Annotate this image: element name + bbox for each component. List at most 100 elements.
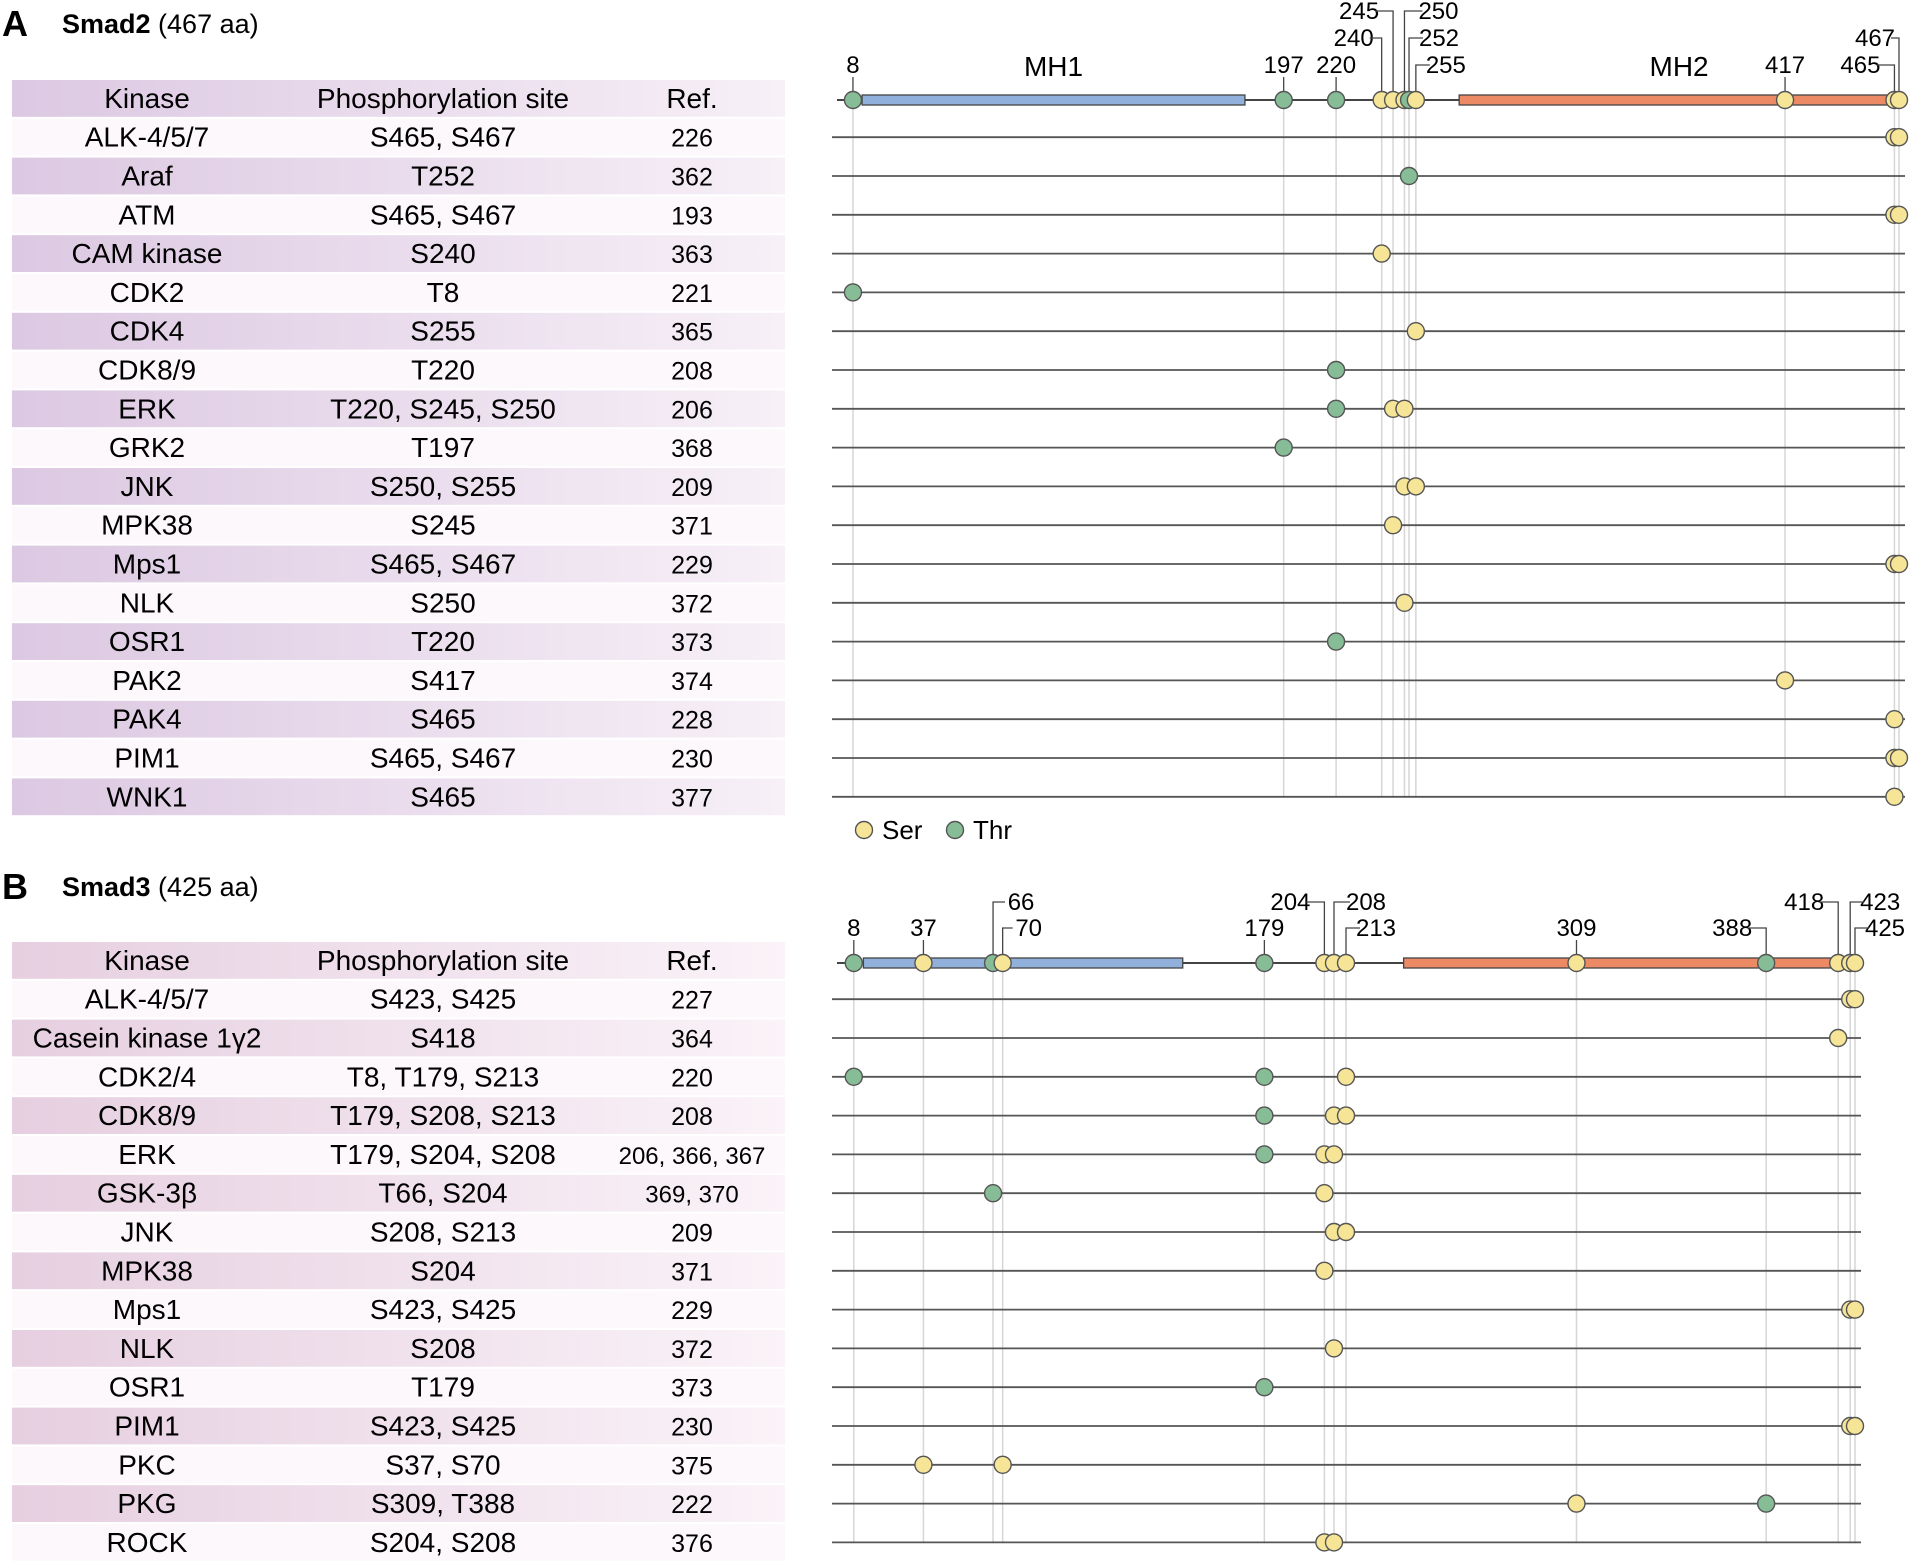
ref-cell: 368 bbox=[671, 435, 713, 463]
site-cell: S255 bbox=[410, 316, 475, 347]
mh2-domain-label: MH2 bbox=[1650, 51, 1709, 82]
kinase-cell: PIM1 bbox=[114, 1411, 179, 1442]
site-cell: S423, S425 bbox=[370, 984, 516, 1015]
table-row-bg bbox=[12, 1485, 785, 1522]
site-cell: S465 bbox=[410, 781, 475, 812]
ref-cell: 373 bbox=[671, 629, 713, 657]
site-leader bbox=[1375, 10, 1394, 91]
site-leader bbox=[1345, 927, 1360, 954]
table-row-bg bbox=[12, 739, 785, 777]
kinase-cell: ROCK bbox=[107, 1527, 188, 1558]
kinase-cell: CDK8/9 bbox=[98, 1100, 196, 1131]
legend-thr-swatch bbox=[945, 820, 965, 840]
site-cell: S250 bbox=[410, 587, 475, 618]
site-label: 70 bbox=[1015, 915, 1042, 942]
thr-site-dot bbox=[1326, 360, 1346, 380]
site-leader bbox=[1403, 10, 1423, 91]
legend-thr-label: Thr bbox=[973, 815, 1012, 845]
protein-name: Smad2 bbox=[62, 9, 151, 39]
table-row-bg bbox=[12, 312, 785, 350]
kinase-cell: JNK bbox=[121, 1217, 174, 1248]
kinase-cell: MPK38 bbox=[101, 1255, 193, 1286]
table-row-bg bbox=[12, 545, 785, 583]
ser-site-dot bbox=[1315, 1183, 1334, 1203]
ser-site-dot bbox=[1324, 1533, 1344, 1552]
table-row-bg bbox=[12, 196, 785, 234]
kinase-cell: JNK bbox=[121, 471, 174, 502]
ser-site-dot bbox=[1567, 1494, 1586, 1513]
site-cell: S417 bbox=[410, 665, 475, 696]
header-phosphorylation-site: Phosphorylation site bbox=[317, 945, 569, 976]
ser-site-dot bbox=[1885, 710, 1904, 729]
ref-cell: 209 bbox=[671, 474, 713, 502]
table-row-bg bbox=[12, 1524, 785, 1561]
ref-cell: 193 bbox=[671, 202, 713, 230]
site-label: 255 bbox=[1426, 52, 1466, 79]
ser-site-mark bbox=[1775, 90, 1795, 110]
ser-site-dot bbox=[914, 1455, 933, 1475]
site-label: 417 bbox=[1765, 52, 1805, 79]
table-row-bg bbox=[12, 274, 785, 311]
ref-cell: 220 bbox=[671, 1064, 713, 1092]
table-row-bg bbox=[12, 157, 785, 195]
panel-b: B Smad3 (425 aa) Kinase Phosphorylation sit… bbox=[2, 866, 1905, 1561]
kinase-cell: CDK2/4 bbox=[98, 1061, 196, 1092]
thr-site-mark bbox=[843, 90, 863, 110]
ref-cell: 227 bbox=[671, 987, 713, 1015]
table-row-bg bbox=[12, 1097, 785, 1134]
ref-cell: 363 bbox=[671, 241, 713, 269]
ser-site-dot bbox=[1336, 1222, 1356, 1242]
panel-title: Smad3 (425 aa) bbox=[62, 872, 259, 902]
kinase-cell: PKC bbox=[118, 1449, 176, 1480]
ref-cell: 374 bbox=[671, 668, 713, 696]
kinase-cell: ERK bbox=[118, 393, 176, 424]
site-cell: S309, T388 bbox=[371, 1488, 515, 1519]
ser-site-dot bbox=[1845, 1416, 1865, 1436]
site-label: 220 bbox=[1316, 52, 1356, 79]
kinase-cell: Araf bbox=[121, 161, 173, 192]
kinase-cell: CAM kinase bbox=[72, 238, 223, 269]
table-row-bg bbox=[12, 351, 785, 389]
table-row-bg bbox=[12, 1407, 785, 1445]
ref-cell: 208 bbox=[671, 1103, 713, 1131]
site-label: 208 bbox=[1346, 889, 1386, 916]
thr-site-dot bbox=[1255, 1067, 1274, 1087]
site-label: 197 bbox=[1264, 52, 1304, 79]
site-cell: T220 bbox=[411, 355, 475, 386]
table-row-bg bbox=[12, 1330, 785, 1367]
ref-cell: 209 bbox=[671, 1220, 713, 1248]
ser-site-dot bbox=[1775, 671, 1795, 690]
header-phosphorylation-site: Phosphorylation site bbox=[317, 83, 569, 114]
kinase-cell: Casein kinase 1γ2 bbox=[33, 1023, 262, 1054]
site-label: 37 bbox=[910, 915, 937, 942]
panel-letter: B bbox=[2, 866, 28, 907]
mh2-domain bbox=[1402, 957, 1851, 969]
ser-site-mark bbox=[1336, 953, 1356, 973]
kinase-cell: ALK-4/5/7 bbox=[85, 122, 210, 153]
ser-site-dot bbox=[1885, 787, 1904, 806]
site-cell: T179, S208, S213 bbox=[330, 1100, 556, 1131]
ref-cell: 372 bbox=[671, 590, 713, 618]
site-label: 465 bbox=[1840, 52, 1880, 79]
table-row-bg bbox=[12, 1446, 785, 1484]
thr-site-dot bbox=[1326, 632, 1346, 651]
ref-cell: 375 bbox=[671, 1452, 713, 1480]
panel-letter: A bbox=[2, 3, 28, 44]
kinase-cell: ATM bbox=[118, 199, 175, 230]
kinase-cell: OSR1 bbox=[109, 1372, 185, 1403]
ref-cell: 369, 370 bbox=[645, 1182, 738, 1209]
table-header-bg bbox=[12, 942, 785, 979]
thr-site-dot bbox=[1399, 166, 1419, 186]
ser-site-dot bbox=[1315, 1261, 1334, 1281]
table-row-bg bbox=[12, 1136, 785, 1173]
thr-site-dot bbox=[983, 1183, 1003, 1203]
ser-site-mark bbox=[1889, 90, 1909, 110]
table-row-bg bbox=[12, 700, 785, 738]
thr-site-dot bbox=[844, 1067, 864, 1087]
table-row-bg bbox=[12, 506, 785, 544]
site-cell: S204, S208 bbox=[370, 1527, 516, 1558]
ref-cell: 228 bbox=[671, 707, 713, 735]
ref-cell: 206 bbox=[671, 396, 713, 424]
site-label: 240 bbox=[1334, 25, 1374, 52]
